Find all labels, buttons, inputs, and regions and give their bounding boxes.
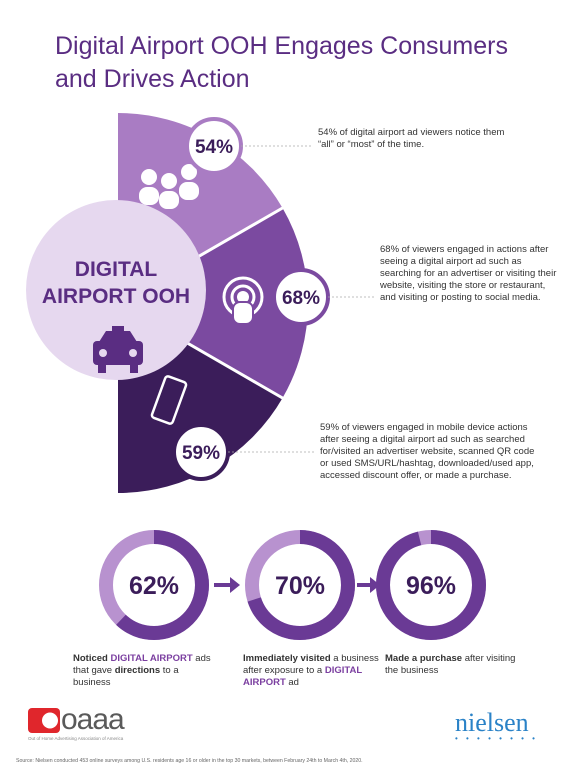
donut-label-part: Noticed xyxy=(73,653,111,664)
nielsen-dots: • • • • • • • • xyxy=(455,734,538,743)
donut-value: 96% xyxy=(406,572,456,600)
people-icon xyxy=(161,173,177,189)
donut-value: 70% xyxy=(275,572,325,600)
center-label-line-1: DIGITAL xyxy=(75,258,158,281)
taxi-icon xyxy=(130,364,138,373)
donut-label-part: DIGITAL AIRPORT xyxy=(243,665,362,688)
nielsen-logo: nielsen • • • • • • • • xyxy=(455,708,538,743)
people-icon xyxy=(141,169,157,185)
donut-fill xyxy=(376,530,486,640)
donut-label-62: Noticed DIGITAL AIRPORT ads that gave di… xyxy=(73,653,213,689)
donut-value: 62% xyxy=(129,572,179,600)
source-note: Source: Nielsen conducted 453 online sur… xyxy=(16,758,363,764)
donut-label-part: Immediately visited xyxy=(243,653,331,664)
percent-badge-value: 54% xyxy=(195,137,233,158)
people-icon xyxy=(159,191,179,209)
callout-68: 68% of viewers engaged in actions after … xyxy=(380,244,557,303)
callout-59: 59% of viewers engaged in mobile device … xyxy=(320,422,535,481)
center-label-line-2: AIRPORT OOH xyxy=(42,285,190,308)
donut-label-96: Made a purchase after visiting the busin… xyxy=(385,653,525,677)
donut-label-part: Made a purchase xyxy=(385,653,463,664)
taxi-icon xyxy=(129,349,137,357)
center-circle xyxy=(26,200,206,380)
broadcast-person-icon xyxy=(237,291,249,303)
taxi-icon xyxy=(98,364,106,373)
broadcast-person-icon xyxy=(232,301,254,325)
donut-label-part: DIGITAL AIRPORT xyxy=(110,653,193,664)
people-icon xyxy=(139,187,159,205)
donut-label-part: ad xyxy=(285,677,299,688)
donut-fill xyxy=(245,530,355,640)
percent-badge-value: 59% xyxy=(182,443,220,464)
taxi-icon xyxy=(99,349,107,357)
donut-label-part: ads that gave xyxy=(73,653,211,676)
nielsen-wordmark: nielsen xyxy=(455,708,529,737)
people-icon xyxy=(181,164,197,180)
donut-label-part: after visiting the business xyxy=(385,653,516,676)
segment-engaged xyxy=(118,208,308,398)
callout-54: 54% of digital airport ad viewers notice… xyxy=(318,127,505,150)
people-icon xyxy=(179,182,199,200)
donut-label-part: a business after exposure to a xyxy=(243,653,379,676)
donut-label-part: to a business xyxy=(73,665,179,688)
oaaa-logo: oaaa Out of Home Advertising Association… xyxy=(20,703,150,745)
donut-label-part: directions xyxy=(114,665,161,676)
percent-badge-value: 68% xyxy=(282,288,320,309)
arrow-right-icon xyxy=(230,577,240,593)
arrow-right-icon xyxy=(370,577,380,593)
oaaa-subtitle: Out of Home Advertising Association of A… xyxy=(28,736,124,741)
taxi-icon xyxy=(112,326,124,332)
taxi-icon xyxy=(99,331,137,342)
donut-fill xyxy=(99,530,209,640)
donut-label-70: Immediately visited a business after exp… xyxy=(243,653,383,689)
oaaa-logo-mark xyxy=(28,708,60,733)
taxi-icon xyxy=(93,341,143,365)
oaaa-wordmark: oaaa xyxy=(61,703,125,736)
mobile-phone-icon xyxy=(150,375,188,425)
page-title: Digital Airport OOH Engages Consumers an… xyxy=(55,32,508,93)
